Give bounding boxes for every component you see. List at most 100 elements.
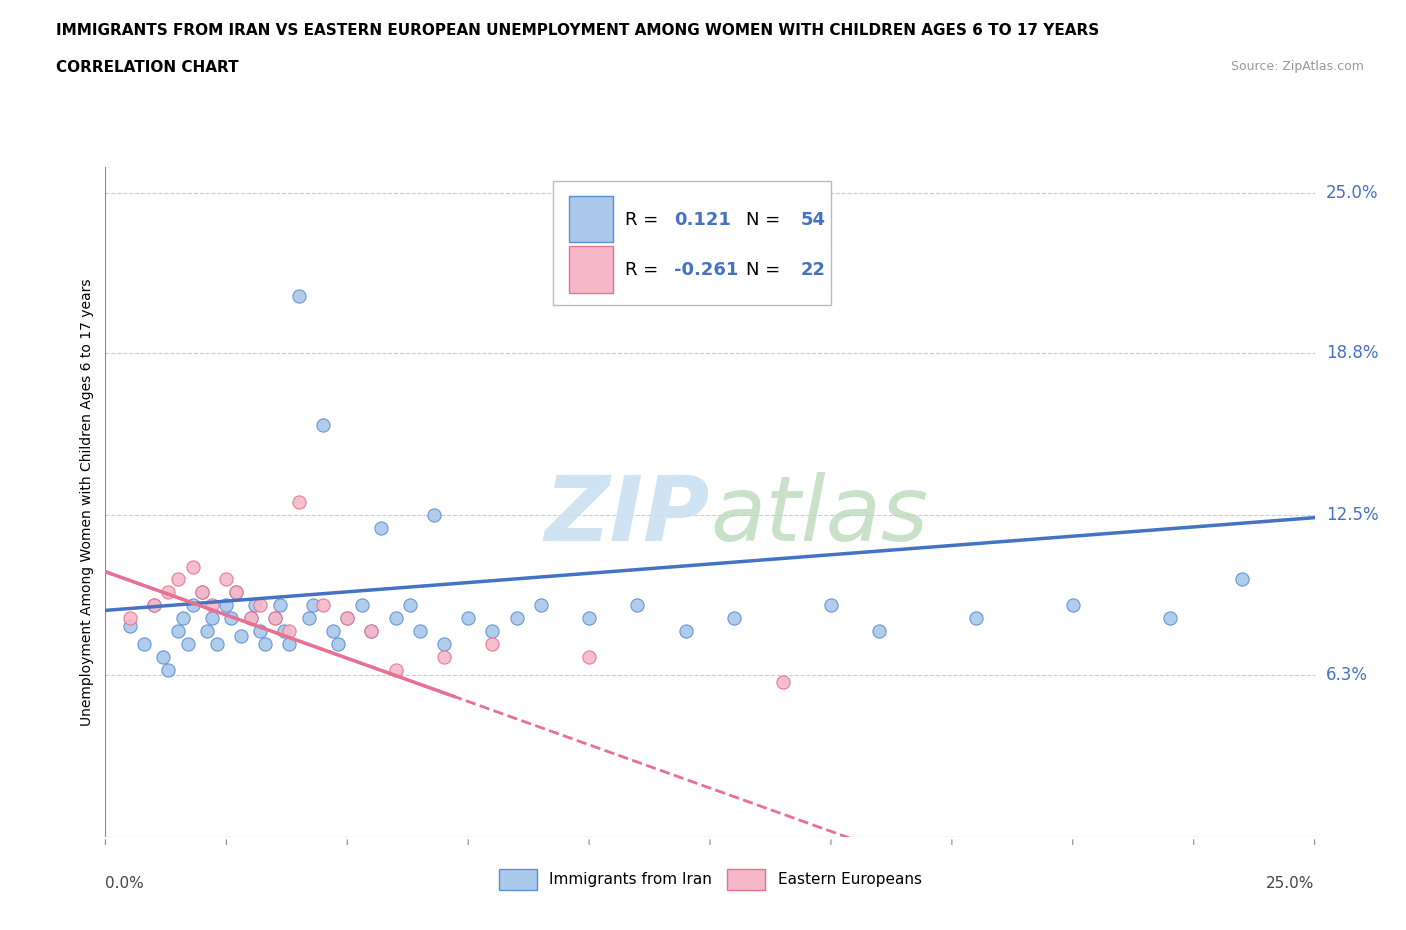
Point: [167, 623, 190, 638]
Point: [433, 649, 456, 664]
Text: IMMIGRANTS FROM IRAN VS EASTERN EUROPEAN UNEMPLOYMENT AMONG WOMEN WITH CHILDREN : IMMIGRANTS FROM IRAN VS EASTERN EUROPEAN…: [56, 23, 1099, 38]
Point: [360, 623, 382, 638]
Point: [142, 598, 165, 613]
Point: [118, 618, 141, 633]
Point: [409, 623, 432, 638]
Point: [215, 572, 238, 587]
Point: [772, 675, 794, 690]
Point: [181, 598, 204, 613]
Point: [505, 611, 527, 626]
Text: 12.5%: 12.5%: [1326, 506, 1378, 525]
Point: [167, 572, 190, 587]
FancyBboxPatch shape: [568, 246, 613, 293]
Text: 6.3%: 6.3%: [1326, 666, 1368, 684]
Point: [219, 611, 242, 626]
Point: [1230, 572, 1253, 587]
Point: [302, 598, 325, 613]
Point: [269, 598, 291, 613]
Point: [263, 611, 285, 626]
Text: atlas: atlas: [710, 472, 928, 560]
Point: [288, 288, 311, 303]
Point: [229, 629, 252, 644]
Point: [254, 636, 277, 651]
Point: [626, 598, 648, 613]
Point: [278, 636, 301, 651]
Point: [457, 611, 479, 626]
Point: [273, 623, 295, 638]
Text: CORRELATION CHART: CORRELATION CHART: [56, 60, 239, 75]
Point: [201, 611, 224, 626]
Point: [360, 623, 382, 638]
Point: [578, 611, 600, 626]
Point: [1159, 611, 1181, 626]
Point: [142, 598, 165, 613]
Point: [225, 585, 247, 600]
Point: [336, 611, 359, 626]
Point: [384, 611, 406, 626]
Point: [288, 495, 311, 510]
Point: [239, 611, 262, 626]
Point: [172, 611, 194, 626]
Point: [350, 598, 373, 613]
Text: 18.8%: 18.8%: [1326, 344, 1378, 362]
Point: [384, 662, 406, 677]
Point: [176, 636, 198, 651]
Point: [399, 598, 422, 613]
Point: [225, 585, 247, 600]
FancyBboxPatch shape: [568, 196, 613, 243]
Text: R =: R =: [626, 210, 658, 229]
Point: [191, 585, 214, 600]
Point: [433, 636, 456, 651]
Text: 25.0%: 25.0%: [1267, 876, 1315, 891]
Point: [312, 598, 335, 613]
Point: [675, 623, 697, 638]
Point: [723, 611, 745, 626]
Point: [312, 418, 335, 432]
Point: [481, 623, 503, 638]
Point: [423, 508, 446, 523]
Point: [181, 559, 204, 574]
Text: 0.121: 0.121: [673, 210, 731, 229]
Point: [578, 649, 600, 664]
Point: [263, 611, 285, 626]
Point: [134, 636, 156, 651]
Point: [336, 611, 359, 626]
Point: [1062, 598, 1084, 613]
Text: 54: 54: [800, 210, 825, 229]
Point: [820, 598, 842, 613]
Point: [249, 598, 271, 613]
Text: 0.0%: 0.0%: [105, 876, 145, 891]
Text: ZIP: ZIP: [544, 472, 710, 560]
Text: N =: N =: [747, 260, 780, 279]
Point: [530, 598, 553, 613]
Point: [245, 598, 267, 613]
Text: 25.0%: 25.0%: [1326, 184, 1378, 202]
Point: [118, 611, 141, 626]
Text: -0.261: -0.261: [673, 260, 738, 279]
Text: R =: R =: [626, 260, 658, 279]
Point: [152, 649, 174, 664]
Point: [868, 623, 890, 638]
Point: [201, 598, 224, 613]
Y-axis label: Unemployment Among Women with Children Ages 6 to 17 years: Unemployment Among Women with Children A…: [80, 278, 94, 726]
Text: 22: 22: [800, 260, 825, 279]
Point: [195, 623, 218, 638]
Text: N =: N =: [747, 210, 780, 229]
Legend: Immigrants from Iran, Eastern Europeans: Immigrants from Iran, Eastern Europeans: [492, 862, 928, 897]
Text: Source: ZipAtlas.com: Source: ZipAtlas.com: [1230, 60, 1364, 73]
Point: [297, 611, 319, 626]
Point: [326, 636, 349, 651]
Point: [370, 521, 392, 536]
Point: [322, 623, 344, 638]
Point: [191, 585, 214, 600]
Point: [965, 611, 987, 626]
Point: [481, 636, 503, 651]
Point: [215, 598, 238, 613]
Point: [278, 623, 301, 638]
FancyBboxPatch shape: [553, 180, 831, 305]
Point: [205, 636, 228, 651]
Point: [239, 611, 262, 626]
Point: [249, 623, 271, 638]
Point: [157, 585, 180, 600]
Point: [157, 662, 180, 677]
